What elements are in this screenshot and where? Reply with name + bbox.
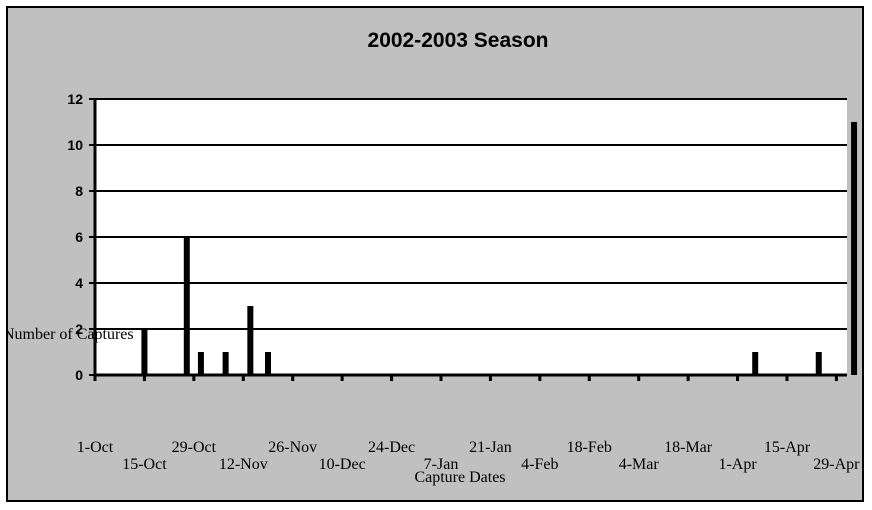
chart-canvas: 2002-2003 Season 0 2 4 6 8 10 12 1-Oct 15-Oct 29… — [8, 29, 860, 486]
gridlines — [95, 98, 847, 330]
y-tick-label: 8 — [75, 183, 83, 199]
x-tick-label: 29-Oct — [172, 439, 217, 456]
chart-frame: 2002-2003 Season 0 2 4 6 8 10 12 1-Oct 15-Oct 29… — [6, 6, 864, 502]
bar — [752, 352, 759, 375]
bars — [141, 122, 858, 375]
x-tick-label: 4-Mar — [619, 456, 660, 473]
x-axis-label: Capture Dates — [414, 469, 505, 486]
bar — [141, 329, 148, 375]
x-tick-label: 1-Oct — [77, 439, 114, 456]
x-tick-label: 1-Apr — [718, 456, 757, 473]
x-tick-label: 4-Feb — [521, 456, 558, 473]
y-tick-label: 10 — [67, 137, 83, 153]
x-tick-label: 18-Feb — [567, 439, 612, 456]
x-axis-tick-marks — [93, 375, 838, 381]
x-tick-label: 15-Oct — [122, 456, 167, 473]
x-tick-label: 21-Jan — [469, 439, 512, 456]
bar — [197, 352, 204, 375]
x-tick-label: 7-Jan — [424, 456, 459, 473]
bar — [183, 237, 190, 375]
x-tick-label: 12-Nov — [219, 456, 268, 473]
x-tick-label: 15-Apr — [764, 439, 811, 456]
y-tick-label: 2 — [75, 321, 83, 337]
bar — [222, 352, 229, 375]
x-tick-label: 18-Mar — [664, 439, 713, 456]
y-tick-label: 12 — [67, 91, 83, 107]
y-tick-label: 0 — [75, 367, 83, 383]
chart-title: 2002-2003 Season — [368, 29, 549, 52]
bar — [247, 306, 254, 375]
y-tick-label: 4 — [75, 275, 83, 291]
bar — [815, 352, 822, 375]
y-axis-label: Number of Captures — [8, 326, 134, 343]
x-tick-label: 24-Dec — [368, 439, 415, 456]
x-tick-label: 10-Dec — [319, 456, 366, 473]
x-tick-label: 26-Nov — [268, 439, 317, 456]
bar — [851, 122, 858, 375]
y-tick-label: 6 — [75, 229, 83, 245]
x-tick-label: 29-Apr — [813, 456, 860, 473]
bar — [264, 352, 271, 375]
x-axis-tick-labels: 1-Oct 15-Oct 29-Oct12-Nov26-Nov10-Dec24-De… — [77, 439, 860, 473]
